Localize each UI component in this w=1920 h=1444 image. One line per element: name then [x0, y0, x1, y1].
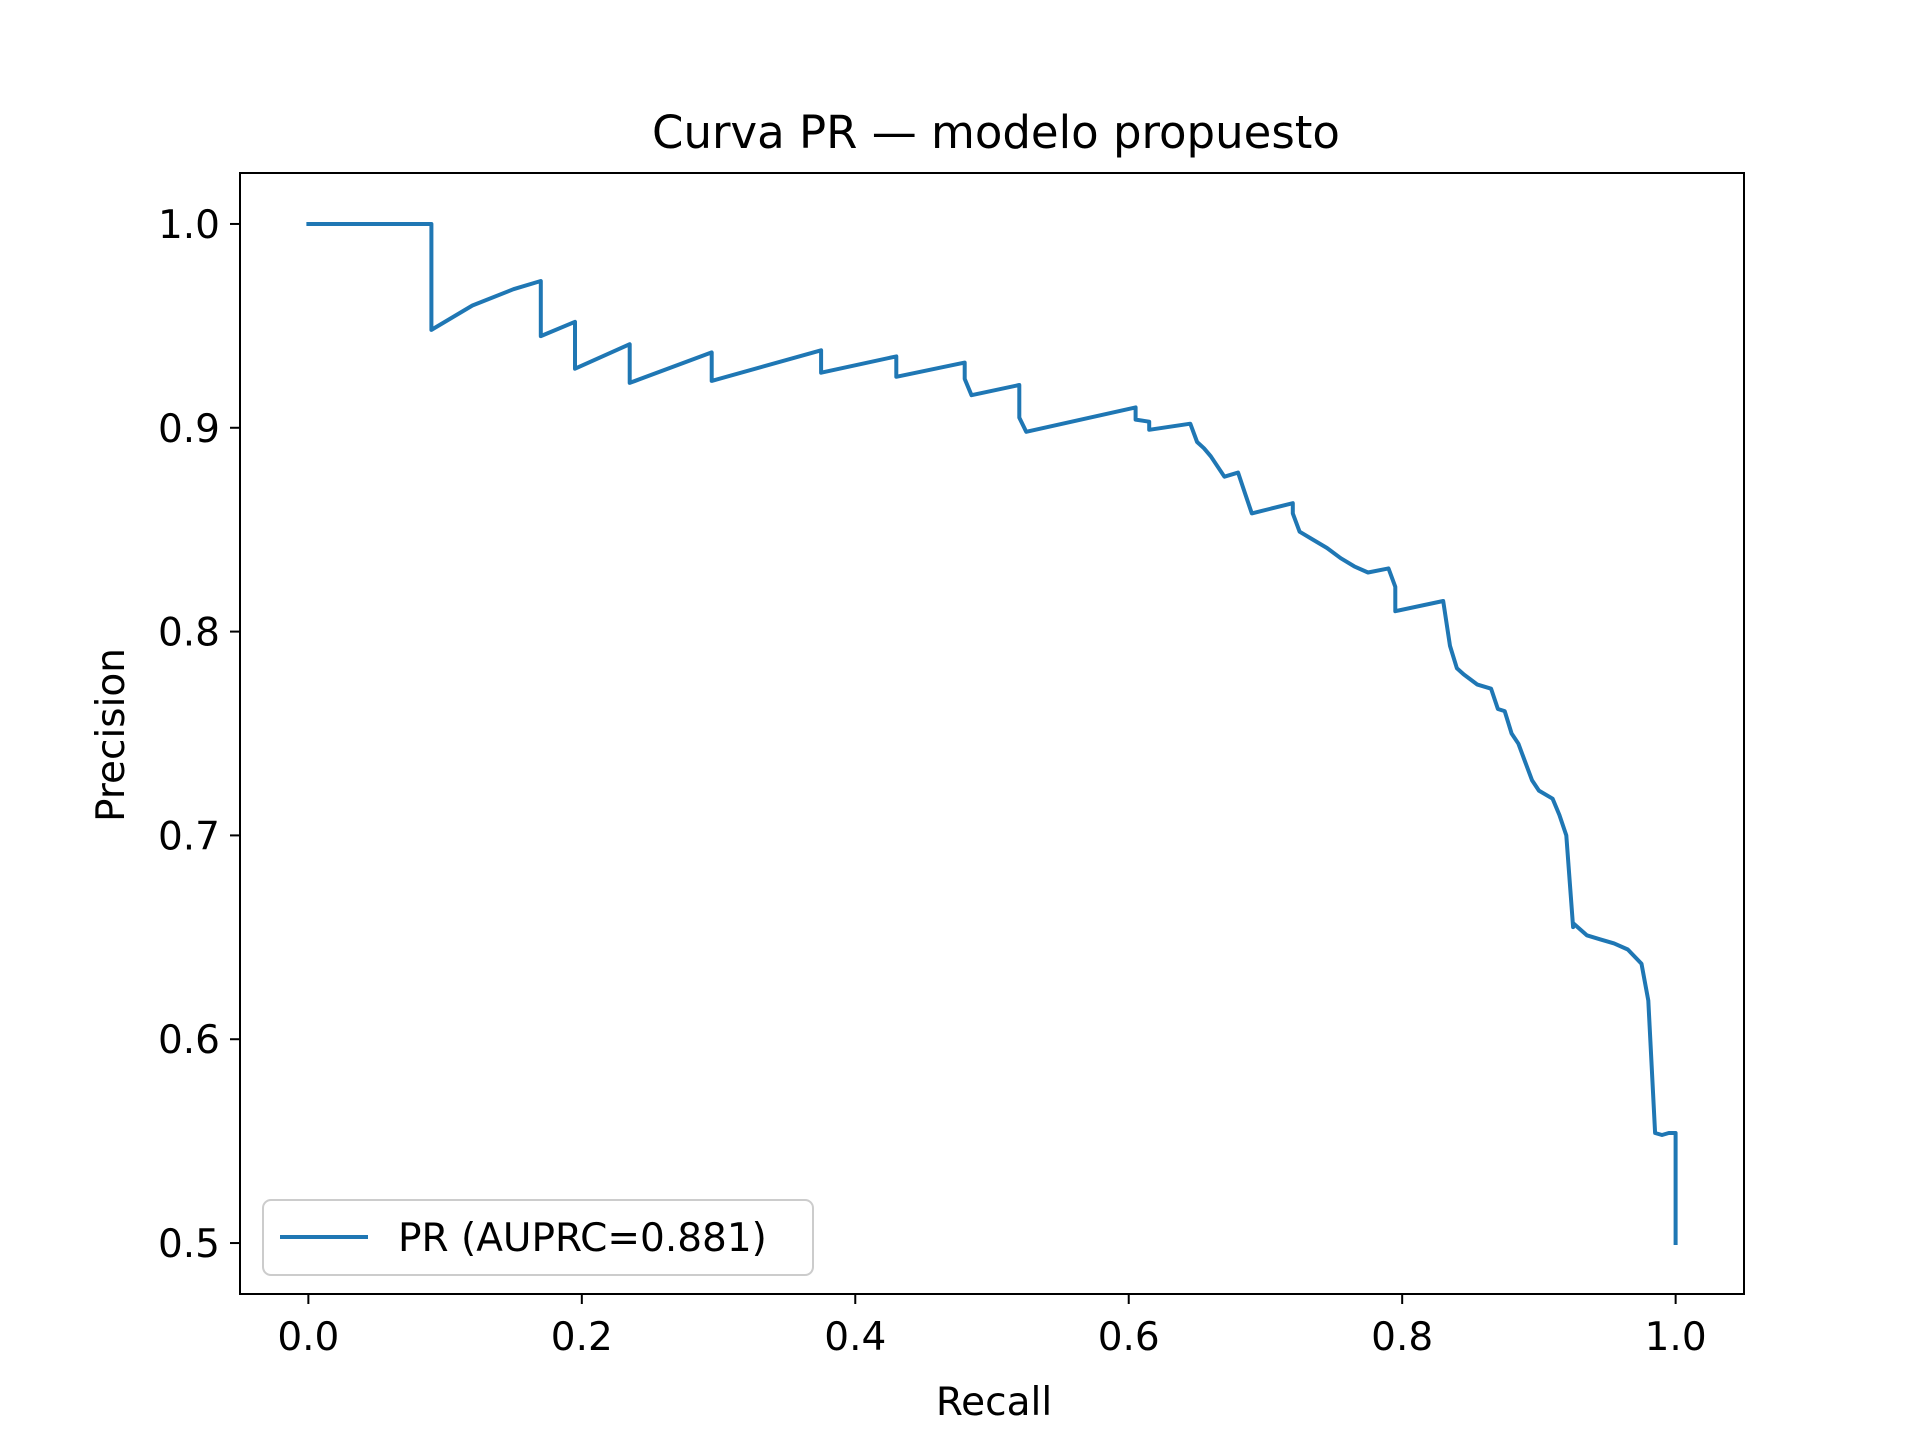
legend-box [262, 1199, 814, 1276]
legend: PR (AUPRC=0.881) [262, 1199, 814, 1276]
y-tick-label: 0.6 [158, 1018, 220, 1063]
y-axis-label: Precision [89, 648, 134, 822]
y-tick-label: 0.5 [158, 1222, 220, 1267]
series-layer [306, 222, 1678, 1245]
x-tick-label: 1.0 [1645, 1315, 1707, 1360]
x-tick-label: 0.8 [1371, 1315, 1433, 1360]
y-tick-label: 1.0 [158, 203, 220, 248]
plot-background [240, 173, 1744, 1294]
y-tick-label: 0.9 [158, 407, 220, 452]
x-tick-label: 0.4 [824, 1315, 886, 1360]
plot-area [239, 172, 1745, 1295]
chart-title: Curva PR — modelo propuesto [652, 106, 1340, 159]
x-axis-label: Recall [936, 1380, 1052, 1425]
y-tick-label: 0.8 [158, 611, 220, 656]
x-tick-label: 0.6 [1098, 1315, 1160, 1360]
x-tick-label: 0.2 [551, 1315, 613, 1360]
y-tick-label: 0.7 [158, 814, 220, 859]
pr-curve-line [306, 222, 1678, 1245]
y-axis-ticks: 0.5 0.6 0.7 0.8 0.9 1.0 [158, 203, 240, 1267]
plot-frame [239, 172, 1745, 1295]
legend-label: PR (AUPRC=0.881) [398, 1216, 767, 1261]
x-axis-ticks: 0.0 0.2 0.4 0.6 0.8 1.0 [277, 1294, 1707, 1360]
x-tick-label: 0.0 [277, 1315, 339, 1360]
